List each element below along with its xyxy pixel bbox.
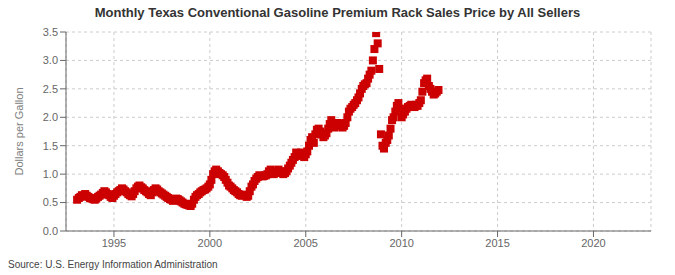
svg-text:2020: 2020: [581, 237, 605, 249]
svg-text:2010: 2010: [389, 237, 413, 249]
html-text:Monthly Texas Conventional Gas: Monthly Texas Conventional Gasoline Prem…: [94, 5, 581, 20]
svg-text:3.5: 3.5: [43, 26, 58, 38]
svg-text:2000: 2000: [198, 237, 222, 249]
svg-text:2.5: 2.5: [43, 83, 58, 95]
svg-text:2005: 2005: [294, 237, 318, 249]
svg-text:Dollars per Gallon: Dollars per Gallon: [13, 87, 25, 175]
svg-text:1.0: 1.0: [43, 168, 58, 180]
svg-text:0.0: 0.0: [43, 225, 58, 237]
svg-text:1.5: 1.5: [43, 140, 58, 152]
svg-text:2015: 2015: [485, 237, 509, 249]
svg-text:3.0: 3.0: [43, 54, 58, 66]
svg-text:0.5: 0.5: [43, 196, 58, 208]
html-text:Source: U.S. Energy Informatio: Source: U.S. Energy Information Administ…: [8, 259, 218, 270]
svg-text:1995: 1995: [102, 237, 126, 249]
svg-text:2.0: 2.0: [43, 111, 58, 123]
